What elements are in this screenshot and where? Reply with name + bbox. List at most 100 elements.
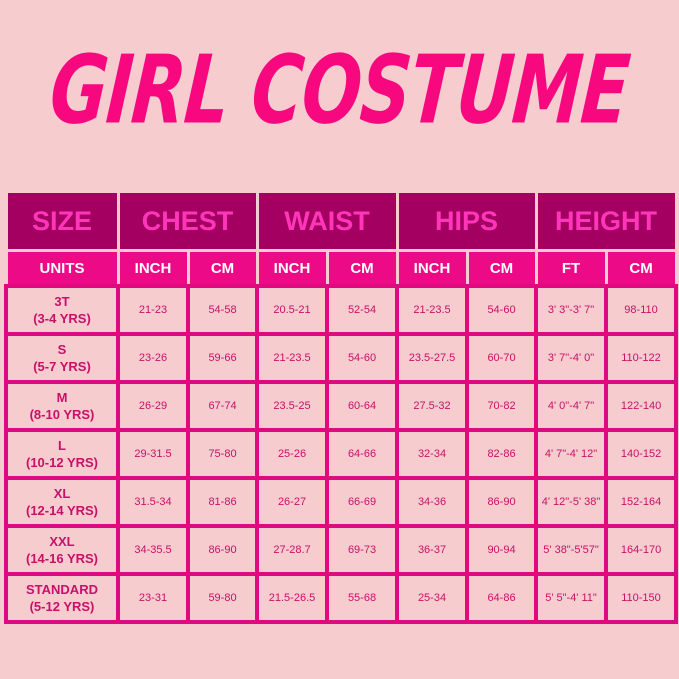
age-range: (12-14 YRS) xyxy=(25,503,98,518)
measurement-cell: 110-122 xyxy=(604,332,679,384)
size-label: STANDARD xyxy=(26,582,98,597)
measurement-cell: 152-164 xyxy=(604,476,679,528)
measurement-cell: 70-82 xyxy=(465,380,539,432)
measurement-cell: 5' 5"-4' 11" xyxy=(534,572,609,624)
unit-cell: INCH xyxy=(255,249,329,288)
measurement-cell: 23-26 xyxy=(116,332,190,384)
units-row: UNITS INCH CM INCH CM INCH CM FT CM xyxy=(4,249,678,288)
size-cell: S (5-7 YRS) xyxy=(4,332,120,384)
table-row: XXL (14-16 YRS) 34-35.5 86-90 27-28.7 69-73 36… xyxy=(4,524,679,576)
header-height: HEIGHT xyxy=(534,193,678,252)
measurement-cell: 140-152 xyxy=(604,428,679,480)
age-range: (5-7 YRS) xyxy=(33,359,91,374)
size-label: 3T xyxy=(54,294,70,309)
unit-cell: INCH xyxy=(116,249,190,288)
header-row: SIZE CHEST WAIST HIPS HEIGHT xyxy=(4,193,678,252)
header-waist: WAIST xyxy=(255,193,399,252)
measurement-cell: 60-64 xyxy=(325,380,400,432)
measurement-cell: 32-34 xyxy=(395,428,470,480)
age-range: (10-12 YRS) xyxy=(25,455,98,470)
measurement-cell: 25-34 xyxy=(395,572,470,624)
measurement-cell: 55-68 xyxy=(325,572,400,624)
measurement-cell: 3' 3"-3' 7" xyxy=(534,284,609,336)
size-label: M xyxy=(56,390,68,405)
measurement-cell: 21.5-26.5 xyxy=(255,572,330,624)
measurement-cell: 64-86 xyxy=(465,572,539,624)
age-range: (14-16 YRS) xyxy=(25,551,98,566)
measurement-cell: 25-26 xyxy=(255,428,330,480)
unit-cell: CM xyxy=(465,249,538,288)
measurement-cell: 4' 12"-5' 38" xyxy=(534,476,609,528)
size-cell: 3T (3-4 YRS) xyxy=(4,284,120,336)
size-label: XL xyxy=(53,486,71,501)
measurement-cell: 36-37 xyxy=(395,524,470,576)
measurement-cell: 59-80 xyxy=(185,572,260,624)
unit-cell: FT xyxy=(534,249,608,288)
measurement-cell: 31.5-34 xyxy=(116,476,190,528)
table-row: L (10-12 YRS) 29-31.5 75-80 25-26 64-66 32-34 8… xyxy=(4,428,679,480)
header-size: SIZE xyxy=(4,193,120,252)
measurement-cell: 27.5-32 xyxy=(395,380,470,432)
age-range: (5-12 YRS) xyxy=(29,599,95,614)
measurement-cell: 4' 7"-4' 12" xyxy=(534,428,609,480)
header-hips: HIPS xyxy=(395,193,538,252)
measurement-cell: 110-150 xyxy=(604,572,679,624)
measurement-cell: 20.5-21 xyxy=(255,284,330,336)
header-chest: CHEST xyxy=(116,193,259,252)
measurement-cell: 75-80 xyxy=(185,428,260,480)
size-label: L xyxy=(58,438,66,453)
unit-cell: CM xyxy=(186,249,259,288)
unit-cell: CM xyxy=(604,249,678,288)
table-row: 3T (3-4 YRS) 21-23 54-58 20.5-21 52-54 21-23.5… xyxy=(4,284,679,336)
measurement-cell: 86-90 xyxy=(185,524,260,576)
measurement-cell: 164-170 xyxy=(604,524,679,576)
measurement-cell: 66-69 xyxy=(325,476,400,528)
measurement-cell: 29-31.5 xyxy=(116,428,190,480)
measurement-cell: 4' 0"-4' 7" xyxy=(534,380,609,432)
measurement-cell: 67-74 xyxy=(185,380,260,432)
size-cell: XXL (14-16 YRS) xyxy=(4,524,120,576)
measurement-cell: 21-23.5 xyxy=(395,284,470,336)
measurement-cell: 82-86 xyxy=(465,428,539,480)
table-row: S (5-7 YRS) 23-26 59-66 21-23.5 54-60 23.5-27.… xyxy=(4,332,679,384)
measurement-cell: 21-23 xyxy=(116,284,190,336)
size-cell: XL (12-14 YRS) xyxy=(4,476,120,528)
measurement-cell: 81-86 xyxy=(185,476,260,528)
table-row: M (8-10 YRS) 26-29 67-74 23.5-25 60-64 27.5-32… xyxy=(4,380,679,432)
measurement-cell: 34-36 xyxy=(395,476,470,528)
measurement-cell: 98-110 xyxy=(604,284,679,336)
unit-cell: UNITS xyxy=(4,249,120,288)
size-cell: L (10-12 YRS) xyxy=(4,428,120,480)
measurement-cell: 54-58 xyxy=(185,284,260,336)
measurement-cell: 34-35.5 xyxy=(116,524,190,576)
unit-cell: CM xyxy=(325,249,399,288)
page-title: GIRL COSTUME xyxy=(46,34,633,146)
measurement-cell: 21-23.5 xyxy=(255,332,330,384)
unit-cell: INCH xyxy=(395,249,469,288)
age-range: (8-10 YRS) xyxy=(29,407,95,422)
measurement-cell: 23.5-27.5 xyxy=(395,332,470,384)
measurement-cell: 3' 7"-4' 0" xyxy=(534,332,609,384)
size-cell: M (8-10 YRS) xyxy=(4,380,120,432)
measurement-cell: 54-60 xyxy=(465,284,539,336)
measurement-cell: 59-66 xyxy=(185,332,260,384)
measurement-cell: 52-54 xyxy=(325,284,400,336)
size-chart-table: SIZE CHEST WAIST HIPS HEIGHT UNITS INCH CM… xyxy=(4,193,679,624)
measurement-cell: 23-31 xyxy=(116,572,190,624)
measurement-cell: 26-29 xyxy=(116,380,190,432)
measurement-cell: 27-28.7 xyxy=(255,524,330,576)
size-label: S xyxy=(57,342,67,357)
table-row: STANDARD (5-12 YRS) 23-31 59-80 21.5-26.5 55-… xyxy=(4,572,679,624)
measurement-cell: 122-140 xyxy=(604,380,679,432)
measurement-cell: 86-90 xyxy=(465,476,539,528)
size-cell: STANDARD (5-12 YRS) xyxy=(4,572,120,624)
measurement-cell: 69-73 xyxy=(325,524,400,576)
age-range: (3-4 YRS) xyxy=(33,311,91,326)
size-label: XXL xyxy=(49,534,75,549)
measurement-cell: 23.5-25 xyxy=(255,380,330,432)
measurement-cell: 54-60 xyxy=(325,332,400,384)
measurement-cell: 5' 38"-5'57" xyxy=(534,524,609,576)
measurement-cell: 64-66 xyxy=(325,428,400,480)
measurement-cell: 90-94 xyxy=(465,524,539,576)
measurement-cell: 60-70 xyxy=(465,332,539,384)
